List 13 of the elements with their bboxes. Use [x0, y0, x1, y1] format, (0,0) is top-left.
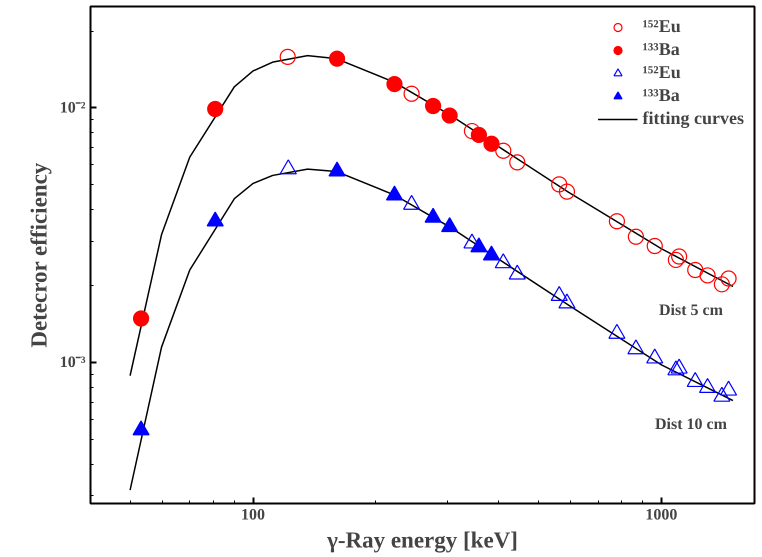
y-axis-title: Detecror efficiency: [26, 162, 52, 348]
legend-label: ¹³³Ba: [642, 85, 680, 106]
y-tick-label: 10⁻³: [60, 354, 86, 372]
x-axis-title: γ-Ray energy [keV]: [326, 528, 518, 554]
legend-label: ¹⁵²Eu: [642, 62, 681, 83]
x-tick-label: 1000: [645, 506, 678, 524]
legend-label: fitting curves: [642, 108, 744, 129]
x-tick-label: 100: [241, 506, 266, 524]
y-tick-label: 10⁻²: [60, 99, 86, 116]
annotation: Dist 5 cm: [659, 302, 724, 320]
legend-label: ¹³³Ba: [642, 39, 680, 60]
annotation: Dist 10 cm: [655, 416, 728, 434]
legend-label: ¹⁵²Eu: [642, 16, 681, 37]
